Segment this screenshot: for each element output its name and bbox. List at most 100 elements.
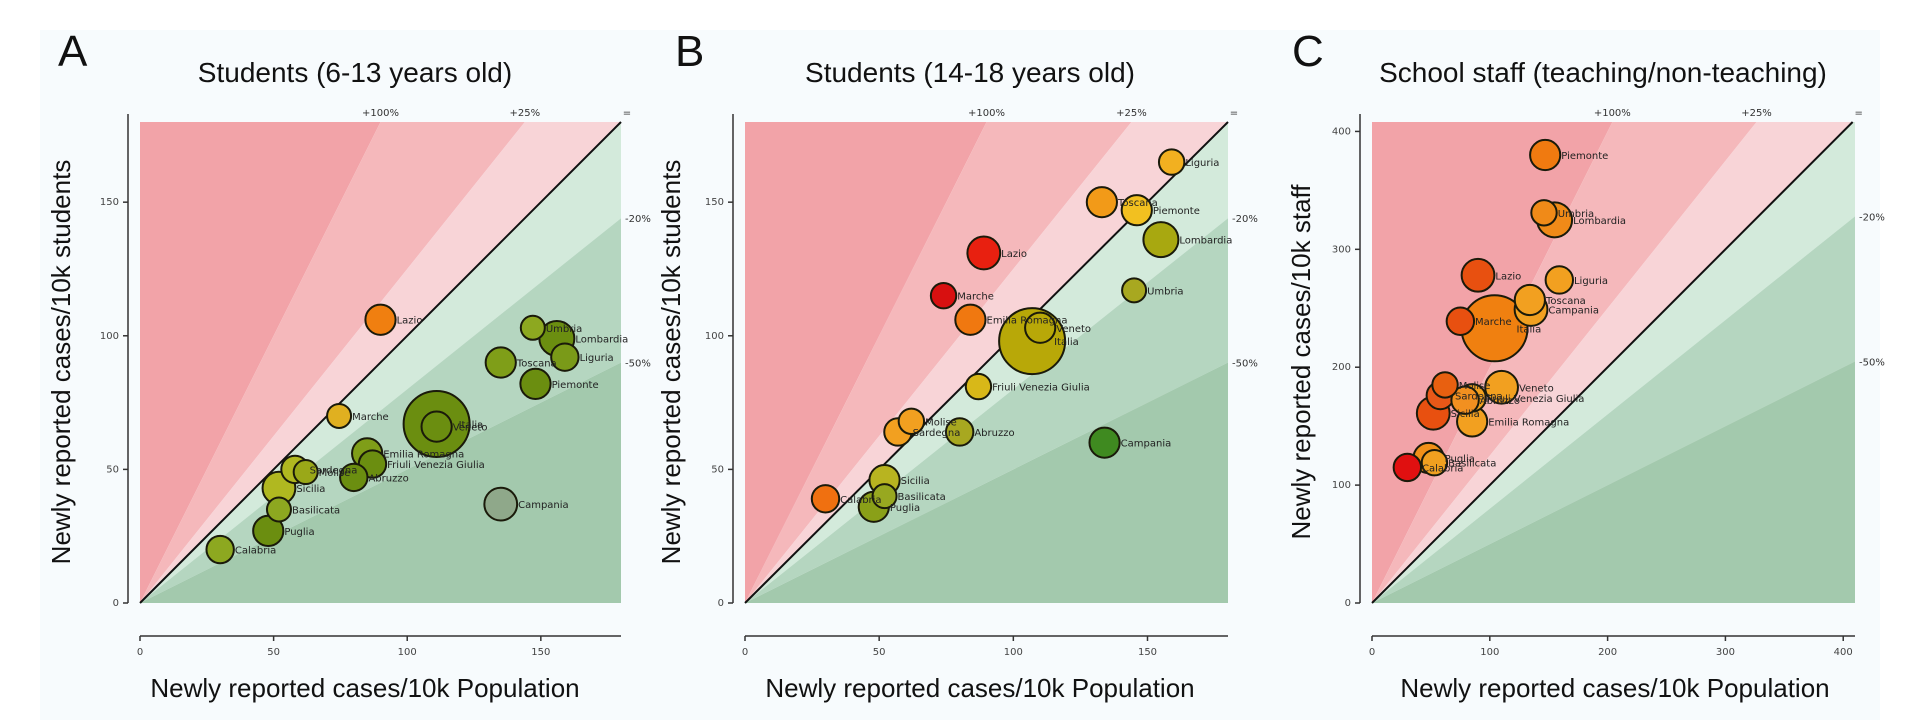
data-label-basilicata: Basilicata	[1448, 459, 1496, 470]
panel-letter-c: C	[1292, 27, 1324, 76]
data-label-emilia-romagna: Emilia Romagna	[1488, 417, 1569, 428]
data-label-veneto: Veneto	[1519, 383, 1554, 394]
data-point-toscana[interactable]	[1513, 283, 1546, 317]
panel-letter-a: A	[58, 27, 88, 76]
data-point-abruzzo[interactable]	[944, 417, 975, 447]
data-label-friuli-venezia-giulia: Friuli Venezia Giulia	[992, 383, 1090, 394]
data-point-molise[interactable]	[1431, 371, 1459, 399]
zone-below-minus-50	[745, 362, 1228, 603]
data-point-basilicata[interactable]	[871, 483, 898, 510]
panel-b-xlabel: Newly reported cases/10k Population	[765, 673, 1194, 703]
data-label-italia: Italia	[1517, 324, 1542, 335]
data-label-molise: Molise	[925, 417, 957, 428]
data-label-marche: Marche	[1475, 317, 1512, 328]
data-point-veneto[interactable]	[420, 410, 453, 443]
data-label-puglia: Puglia	[890, 503, 920, 514]
data-point-piemonte[interactable]	[519, 367, 552, 400]
data-label-lombardia: Lombardia	[575, 334, 628, 345]
data-label-emilia-romagna: Emilia Romagna	[383, 449, 464, 460]
data-label-liguria: Liguria	[1574, 276, 1608, 287]
data-label-campania: Campania	[518, 500, 569, 511]
data-point-basilicata[interactable]	[265, 496, 292, 523]
panel-c: C School staff (teaching/non-teaching) N…	[1286, 27, 1885, 703]
x-tick-label: 400	[1834, 647, 1853, 658]
y-axis: 0 100 200 300 400	[1332, 114, 1361, 609]
data-point-abruzzo[interactable]	[339, 462, 369, 493]
data-point-liguria[interactable]	[1157, 148, 1186, 176]
data-label-lombardia: Lombardia	[1179, 236, 1232, 247]
y-tick-label: 400	[1332, 126, 1351, 137]
data-label-sardegna: Sardegna	[1455, 392, 1503, 403]
data-point-lazio[interactable]	[966, 235, 1002, 271]
data-point-lombardia[interactable]	[1142, 221, 1180, 259]
x-tick-label: 100	[1480, 647, 1499, 658]
data-point-emilia-romagna[interactable]	[954, 303, 987, 336]
reference-label: +25%	[1741, 108, 1772, 119]
data-label-puglia: Puglia	[1445, 454, 1475, 465]
data-point-lazio[interactable]	[1460, 257, 1496, 293]
data-point-campania[interactable]	[483, 486, 519, 522]
data-point-umbria[interactable]	[519, 314, 546, 341]
data-point-calabria[interactable]	[205, 534, 235, 565]
data-point-liguria[interactable]	[1544, 265, 1575, 295]
data-point-calabria[interactable]	[1392, 452, 1423, 483]
data-point-veneto[interactable]	[1484, 369, 1519, 405]
data-point-liguria[interactable]	[550, 342, 580, 372]
data-label-umbria: Umbria	[546, 324, 582, 335]
data-label-emilia-romagna: Emilia Romagna	[987, 316, 1068, 327]
zone-below-minus-50	[1372, 361, 1855, 603]
data-point-toscana[interactable]	[1085, 186, 1118, 219]
y-tick-label: 150	[705, 197, 724, 208]
data-label-calabria: Calabria	[235, 546, 276, 557]
data-label-sardegna: Sardegna	[913, 428, 961, 439]
data-point-marche[interactable]	[1445, 306, 1476, 336]
reference-label: -20%	[625, 214, 651, 225]
data-label-abruzzo: Abruzzo	[1480, 396, 1520, 407]
y-axis: 0 50 100 150	[705, 114, 734, 609]
data-point-veneto[interactable]	[1024, 311, 1057, 344]
y-tick-label: 0	[718, 598, 724, 609]
data-point-basilicata[interactable]	[1420, 449, 1449, 477]
data-point-umbria[interactable]	[1530, 199, 1558, 227]
data-label-sicilia: Sicilia	[901, 476, 930, 487]
panel-c-ylabel: Newly reported cases/10k staff	[1286, 184, 1316, 540]
data-point-umbria[interactable]	[1121, 277, 1148, 304]
data-label-marche: Marche	[957, 292, 994, 303]
data-point-molise[interactable]	[292, 459, 319, 486]
data-label-piemonte: Piemonte	[1153, 206, 1200, 217]
data-point-lazio[interactable]	[364, 303, 397, 336]
panel-a-ylabel: Newly reported cases/10k students	[46, 160, 76, 565]
data-point-campania[interactable]	[1088, 426, 1121, 459]
data-label-molise: Molise	[319, 468, 351, 479]
data-label-sardegna: Sardegna	[310, 465, 358, 476]
data-point-marche[interactable]	[929, 281, 958, 310]
data-label-toscana: Toscana	[1545, 296, 1586, 307]
reference-label: =	[623, 108, 631, 119]
data-point-calabria[interactable]	[810, 484, 841, 514]
data-label-friuli-venezia-giulia: Friuli Venezia Giulia	[387, 460, 485, 471]
reference-label: -20%	[1232, 214, 1258, 225]
zone-minus-50-to-20	[1372, 216, 1855, 603]
data-point-abruzzo[interactable]	[1450, 385, 1480, 415]
y-tick-label: 150	[100, 197, 119, 208]
data-point-piemonte[interactable]	[1529, 138, 1562, 172]
x-tick-label: 150	[1138, 647, 1157, 658]
reference-label: -20%	[1859, 212, 1885, 223]
data-label-lazio: Lazio	[397, 316, 423, 327]
y-tick-label: 50	[106, 464, 119, 475]
data-label-friuli-venezia-giulia: Friuli Venezia Giulia	[1487, 394, 1585, 405]
data-point-molise[interactable]	[897, 407, 926, 435]
data-point-friuli-venezia-giulia[interactable]	[964, 372, 993, 401]
reference-label: +100%	[968, 108, 1005, 119]
x-tick-label: 100	[1004, 647, 1023, 658]
data-point-piemonte[interactable]	[1120, 194, 1153, 227]
panel-c-xlabel: Newly reported cases/10k Population	[1400, 673, 1829, 703]
x-tick-label: 150	[531, 647, 550, 658]
data-label-lazio: Lazio	[1495, 271, 1521, 282]
data-label-abruzzo: Abruzzo	[368, 473, 408, 484]
data-point-toscana[interactable]	[484, 346, 517, 379]
data-point-marche[interactable]	[326, 402, 353, 429]
